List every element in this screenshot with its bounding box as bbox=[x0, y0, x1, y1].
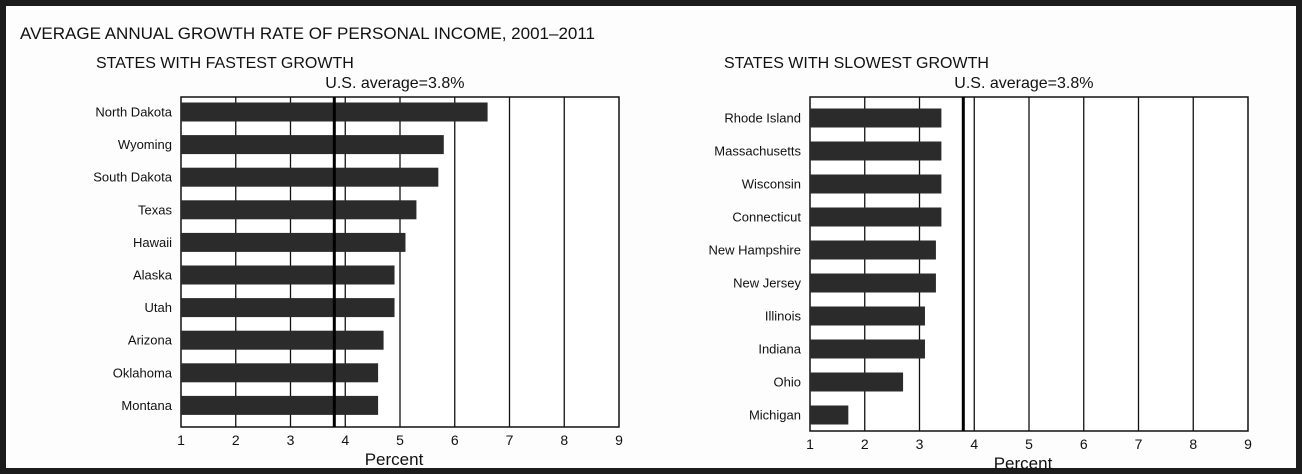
bar-rhode-island bbox=[810, 108, 942, 128]
x-tick-label-2: 2 bbox=[232, 432, 240, 448]
bar-hawaii bbox=[181, 232, 406, 252]
bar-wyoming bbox=[181, 135, 444, 155]
x-tick-label-4: 4 bbox=[970, 436, 978, 452]
category-label-wyoming: Wyoming bbox=[118, 137, 172, 152]
category-label-arizona: Arizona bbox=[128, 333, 173, 348]
x-tick-label-9: 9 bbox=[1244, 436, 1252, 452]
x-axis-title: Percent bbox=[365, 450, 424, 469]
x-tick-label-2: 2 bbox=[861, 436, 869, 452]
bar-texas bbox=[181, 200, 417, 220]
x-tick-label-5: 5 bbox=[396, 432, 404, 448]
category-label-new-hampshire: New Hampshire bbox=[709, 243, 801, 258]
bar-massachusetts bbox=[810, 141, 942, 161]
us-average-label: U.S. average=3.8% bbox=[954, 75, 1093, 92]
bar-arizona bbox=[181, 330, 384, 350]
x-axis-title: Percent bbox=[994, 454, 1053, 473]
x-tick-label-1: 1 bbox=[177, 432, 185, 448]
panel-title: STATES WITH FASTEST GROWTH bbox=[96, 55, 354, 72]
bar-michigan bbox=[810, 405, 849, 425]
figure-title: AVERAGE ANNUAL GROWTH RATE OF PERSONAL I… bbox=[20, 24, 596, 43]
bar-utah bbox=[181, 298, 395, 318]
x-tick-label-6: 6 bbox=[451, 432, 459, 448]
bar-illinois bbox=[810, 306, 925, 326]
category-label-texas: Texas bbox=[138, 202, 172, 217]
category-label-indiana: Indiana bbox=[758, 342, 801, 357]
bar-connecticut bbox=[810, 207, 942, 227]
category-label-connecticut: Connecticut bbox=[732, 210, 801, 225]
bar-oklahoma bbox=[181, 363, 379, 383]
x-tick-label-4: 4 bbox=[341, 432, 349, 448]
x-tick-label-8: 8 bbox=[560, 432, 568, 448]
bar-south-dakota bbox=[181, 167, 439, 187]
category-label-utah: Utah bbox=[145, 300, 172, 315]
x-tick-label-9: 9 bbox=[615, 432, 623, 448]
category-label-alaska: Alaska bbox=[133, 268, 173, 283]
x-tick-label-7: 7 bbox=[1135, 436, 1143, 452]
category-label-massachusetts: Massachusetts bbox=[714, 144, 801, 159]
x-tick-label-6: 6 bbox=[1080, 436, 1088, 452]
x-tick-label-3: 3 bbox=[287, 432, 295, 448]
category-label-oklahoma: Oklahoma bbox=[113, 365, 173, 380]
category-label-north-dakota: North Dakota bbox=[95, 105, 172, 120]
bar-new-jersey bbox=[810, 273, 936, 293]
bar-ohio bbox=[810, 372, 904, 392]
category-label-new-jersey: New Jersey bbox=[733, 276, 801, 291]
fastest-growth-panel: STATES WITH FASTEST GROWTH 1 2 3 4 5 6 7 8 9 North… bbox=[93, 55, 623, 469]
category-label-ohio: Ohio bbox=[774, 375, 801, 390]
category-label-wisconsin: Wisconsin bbox=[742, 177, 801, 192]
us-average-label: U.S. average=3.8% bbox=[325, 75, 464, 92]
bar-alaska bbox=[181, 265, 395, 285]
bar-wisconsin bbox=[810, 174, 942, 194]
slowest-growth-panel: STATES WITH SLOWEST GROWTH 1 2 3 4 5 6 7 8 9 Rhode… bbox=[709, 55, 1253, 473]
x-tick-label-7: 7 bbox=[506, 432, 514, 448]
category-label-michigan: Michigan bbox=[749, 408, 801, 423]
category-label-south-dakota: South Dakota bbox=[93, 170, 173, 185]
x-tick-label-8: 8 bbox=[1189, 436, 1197, 452]
bar-new-hampshire bbox=[810, 240, 936, 260]
x-tick-label-5: 5 bbox=[1025, 436, 1033, 452]
category-label-hawaii: Hawaii bbox=[133, 235, 172, 250]
bar-indiana bbox=[810, 339, 925, 359]
category-label-montana: Montana bbox=[121, 398, 172, 413]
x-tick-label-1: 1 bbox=[806, 436, 814, 452]
category-label-rhode-island: Rhode Island bbox=[724, 111, 801, 126]
x-tick-label-3: 3 bbox=[916, 436, 924, 452]
bar-montana bbox=[181, 395, 379, 415]
panel-title: STATES WITH SLOWEST GROWTH bbox=[724, 55, 989, 72]
category-label-illinois: Illinois bbox=[765, 309, 802, 324]
